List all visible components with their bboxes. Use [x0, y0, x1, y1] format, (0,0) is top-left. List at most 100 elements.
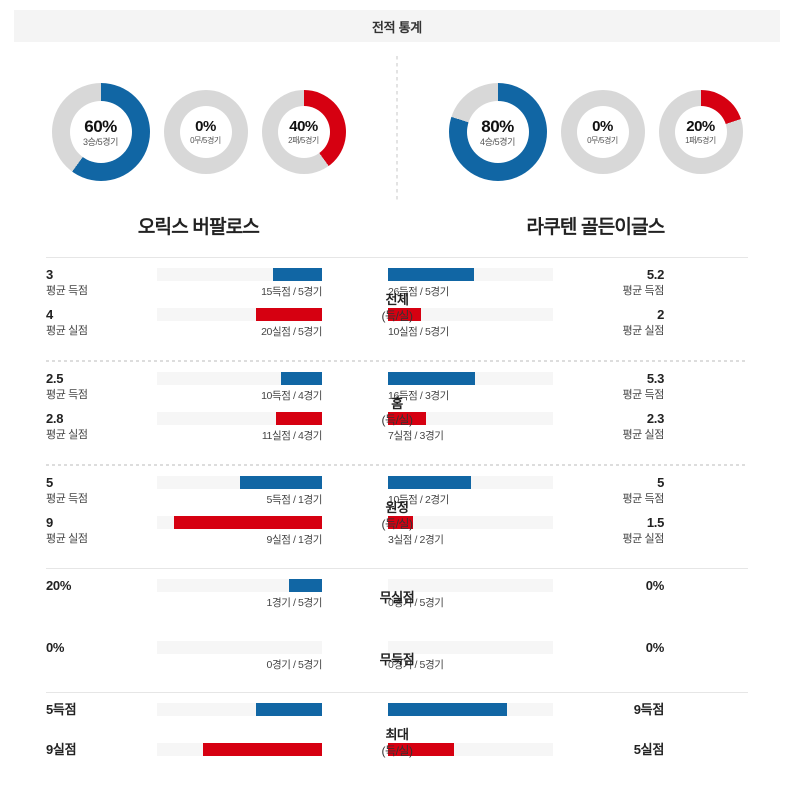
home-scored-away-bar-caption: 16득점 / 3경기: [388, 390, 449, 402]
clean-sheet-scored-home-bar-track: [157, 579, 322, 592]
overall-conceded-home-bar-fill: [256, 308, 322, 321]
donut-percent-loss: 40%: [289, 118, 318, 135]
stat-group-home: 2.5 평균 득점 10득점 / 4경기 16득점 / 3경기 5.3 평균 득점 2.8…: [46, 371, 748, 452]
overall-conceded-away-value-value: 2: [657, 307, 664, 322]
overall-conceded-home-value-caption: 평균 실점: [46, 324, 88, 337]
overall-conceded-home-value: 4 평균 실점: [46, 307, 157, 338]
no-score-scored-home-bar-caption: 0경기 / 5경기: [266, 659, 323, 671]
donut-center-draw: 0% 0무/5경기: [576, 106, 629, 158]
home-scored-home-bar-fill: [280, 372, 322, 385]
team-vertical-divider: [396, 56, 398, 201]
donut-ring-draw: 0% 0무/5경기: [163, 90, 248, 174]
stats-comparison-list: 3 평균 득점 15득점 / 5경기 26득점 / 5경기 5.2 평균 득점 4 평균 실…: [46, 257, 748, 795]
stat-row: 4 평균 실점 20실점 / 5경기 10실점 / 5경기 2 평균 실점: [46, 307, 748, 348]
team-name-home: 오릭스 버팔로스: [137, 217, 260, 238]
away-scored-home-value: 5 평균 득점: [46, 475, 157, 506]
clean-sheet-scored-home-value-value: 20%: [46, 578, 72, 593]
home-scored-home-bar: 10득점 / 4경기: [157, 372, 322, 403]
away-scored-away-value-caption: 평균 득점: [622, 492, 664, 505]
stat-rows-home: 2.5 평균 득점 10득점 / 4경기 16득점 / 3경기 5.3 평균 득점 2.8…: [46, 371, 748, 452]
center-spacer: [322, 641, 388, 669]
center-spacer: [322, 308, 388, 336]
no-score-scored-home-value: 0%: [46, 640, 157, 656]
away-scored-home-bar-caption: 5득점 / 1경기: [266, 494, 323, 506]
away-scored-home-value-caption: 평균 득점: [46, 492, 88, 505]
max-scored-home-bar-fill: [256, 703, 322, 716]
overall-scored-home-value-caption: 평균 득점: [46, 284, 88, 297]
page-title: 전적 통계: [372, 19, 422, 35]
max-conceded-away-bar-track: [388, 743, 553, 756]
no-score-scored-away-value: 0%: [553, 640, 665, 656]
no-score-scored-away-bar-track: [388, 641, 553, 654]
stat-row: 2.8 평균 실점 11실점 / 4경기 7실점 / 3경기 2.3 평균 실점: [46, 411, 748, 452]
home-conceded-home-value: 2.8 평균 실점: [46, 411, 157, 442]
overall-conceded-away-bar: 10실점 / 5경기: [388, 308, 553, 339]
donut-caption-win: 4승/5경기: [480, 136, 515, 147]
max-conceded-away-value: 5실점: [553, 742, 665, 758]
away-conceded-away-value-caption: 평균 실점: [622, 532, 664, 545]
donut-ring-loss: 20% 1패/5경기: [658, 90, 743, 174]
stat-row: 3 평균 득점 15득점 / 5경기 26득점 / 5경기 5.2 평균 득점: [46, 267, 748, 308]
no-score-scored-home-value-value: 0%: [46, 640, 65, 655]
donut-caption-win: 3승/5경기: [83, 136, 118, 147]
section-separator-clean-sheet: [46, 568, 748, 569]
away-conceded-home-bar-caption: 9실점 / 1경기: [266, 534, 323, 546]
home-conceded-away-value-value: 2.3: [646, 411, 664, 426]
center-spacer: [322, 412, 388, 440]
section-separator-overall: [46, 257, 748, 258]
overall-conceded-home-value-value: 4: [46, 307, 53, 322]
no-score-scored-home-bar: 0경기 / 5경기: [157, 641, 322, 672]
max-scored-home-bar-track: [157, 703, 322, 716]
stat-rows-no-score: 0% 0경기 / 5경기 0경기 / 5경기 0%: [46, 640, 748, 680]
donut-caption-draw: 0무/5경기: [190, 136, 221, 145]
away-scored-away-bar: 10득점 / 2경기: [388, 476, 553, 507]
stat-row: 9 평균 실점 9실점 / 1경기 3실점 / 2경기 1.5 평균 실점: [46, 515, 748, 556]
donut-percent-win: 80%: [481, 116, 514, 136]
overall-conceded-away-bar-track: [388, 308, 553, 321]
donut-away-win: 80% 4승/5경기: [448, 83, 547, 181]
max-scored-away-bar: [388, 703, 553, 716]
stat-row: 5 평균 득점 5득점 / 1경기 10득점 / 2경기 5 평균 득점: [46, 475, 748, 516]
donut-group-away: 80% 4승/5경기 0% 0무/5경기 20% 1패/5경기: [397, 50, 794, 210]
overall-conceded-away-bar-fill: [388, 308, 421, 321]
home-scored-away-bar-track: [388, 372, 553, 385]
stat-section-no-score: 0% 0경기 / 5경기 0경기 / 5경기 0% 무득점: [46, 631, 748, 692]
clean-sheet-scored-home-bar-fill: [289, 579, 322, 592]
donut-caption-loss: 1패/5경기: [685, 136, 716, 145]
center-spacer: [322, 703, 388, 731]
donut-percent-win: 60%: [84, 116, 117, 136]
overall-conceded-home-bar-caption: 20실점 / 5경기: [261, 326, 322, 338]
stat-rows-max: 5득점 9득점 9실점 5실점: [46, 702, 748, 783]
donut-center-win: 60% 3승/5경기: [69, 101, 132, 163]
away-scored-away-value-value: 5: [657, 475, 664, 490]
home-scored-away-bar-fill: [388, 372, 476, 385]
home-conceded-home-bar-caption: 11실점 / 4경기: [261, 430, 323, 442]
home-conceded-away-value: 2.3 평균 실점: [553, 411, 664, 442]
overall-scored-home-value-value: 3: [46, 267, 53, 282]
away-scored-away-bar-caption: 10득점 / 2경기: [388, 494, 449, 506]
away-scored-away-value: 5 평균 득점: [553, 475, 664, 506]
home-scored-away-value-caption: 평균 득점: [622, 388, 664, 401]
away-conceded-away-bar: 3실점 / 2경기: [388, 516, 553, 547]
home-conceded-home-value-caption: 평균 실점: [46, 428, 88, 441]
donut-caption-loss: 2패/5경기: [288, 136, 319, 145]
overall-scored-home-bar: 15득점 / 5경기: [157, 268, 322, 299]
overall-scored-home-bar-track: [157, 268, 322, 281]
overall-scored-away-bar-track: [388, 268, 553, 281]
away-conceded-home-value: 9 평균 실점: [46, 515, 157, 546]
overall-scored-away-bar-caption: 26득점 / 5경기: [388, 286, 449, 298]
donut-caption-draw: 0무/5경기: [587, 136, 618, 145]
away-conceded-home-value-caption: 평균 실점: [46, 532, 88, 545]
home-conceded-away-bar-fill: [388, 412, 426, 425]
home-scored-home-value: 2.5 평균 득점: [46, 371, 157, 402]
donut-away-loss: 20% 1패/5경기: [658, 90, 743, 174]
donut-ring-win: 60% 3승/5경기: [51, 83, 150, 181]
max-scored-away-value-value: 9득점: [633, 702, 665, 717]
away-scored-home-bar: 5득점 / 1경기: [157, 476, 322, 507]
page-header: 전적 통계: [14, 10, 780, 42]
away-conceded-away-bar-caption: 3실점 / 2경기: [388, 534, 444, 546]
donut-center-draw: 0% 0무/5경기: [179, 106, 232, 158]
stat-group-clean-sheet: 20% 1경기 / 5경기 0경기 / 5경기 0% 무실점: [46, 578, 748, 618]
overall-conceded-home-bar: 20실점 / 5경기: [157, 308, 322, 339]
max-conceded-home-value: 9실점: [46, 742, 157, 758]
